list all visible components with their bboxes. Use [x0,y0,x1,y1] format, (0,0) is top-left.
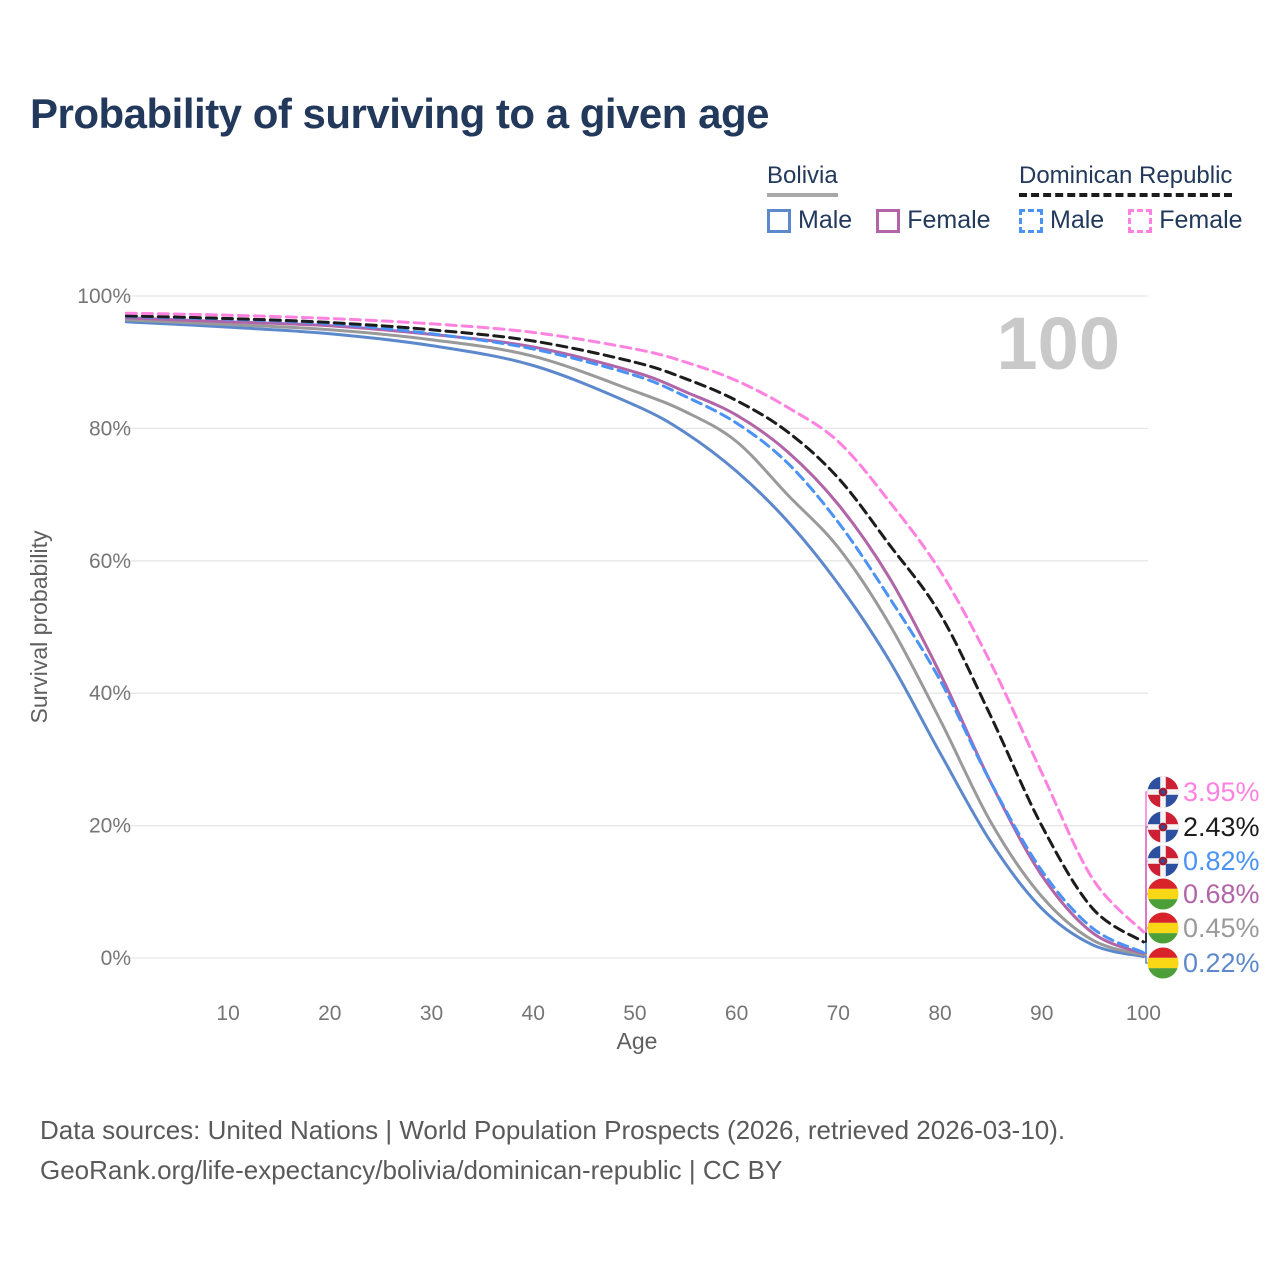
flag-stripe-red [1147,947,1179,958]
flag-stripe-yellow [1147,888,1179,900]
series-line-bolivia-male[interactable] [124,320,1145,958]
series-line-dominican-republic-female[interactable] [124,311,1145,934]
line-swatch-icon [1128,208,1153,233]
dominican-republic-flag-icon [1147,845,1179,877]
line-swatch-icon [1019,208,1043,233]
x-tick-label: 80 [928,1002,951,1025]
legend-item-bolivia-male[interactable]: Male [767,206,852,235]
y-tick-label: 60% [89,550,131,573]
y-tick-label: 40% [89,682,131,705]
end-value-label: 0.82% [1183,846,1260,876]
x-tick-label: 10 [216,1002,239,1025]
legend-group-title-dominican-republic: Dominican Republic [1019,162,1233,197]
y-tick-label: 80% [89,417,131,440]
y-tick-label: 100% [77,285,131,308]
flag-stripe-yellow [1147,957,1179,969]
series-line-bolivia-both-sexes[interactable] [124,318,1145,957]
x-tick-label: 60 [725,1002,748,1025]
footer-attribution: GeoRank.org/life-expectancy/bolivia/domi… [40,1155,783,1185]
x-tick-label: 40 [522,1002,545,1025]
end-value-label: 0.68% [1183,879,1260,909]
y-tick-label: 0% [101,947,131,970]
hover-age-watermark: 100 [997,302,1120,385]
series-line-dominican-republic-male[interactable] [124,315,1145,955]
flag-emblem-center [1160,824,1166,830]
end-value-label: 0.22% [1183,948,1260,978]
flag-stripe-red [1147,912,1179,923]
legend-group-title-bolivia: Bolivia [767,162,838,197]
label-connector [1143,860,1151,954]
legend-item-dr-male[interactable]: Male [1019,206,1104,235]
end-value-label: 2.43% [1183,812,1260,842]
x-axis-title: Age [617,1028,658,1054]
y-tick-label: 20% [89,815,131,838]
dominican-republic-flag-icon [1147,811,1179,843]
x-tick-label: 90 [1030,1002,1053,1025]
x-tick-label: 20 [318,1002,341,1025]
x-tick-label: 70 [827,1002,850,1025]
y-axis-title: Survival probability [26,530,52,724]
chart-title: Probability of surviving to a given age [30,90,769,137]
legend-group-bolivia: Bolivia Male Female [767,162,991,235]
legend-item-bolivia-female[interactable]: Female [876,206,991,235]
flag-emblem-center [1160,789,1166,795]
bolivia-flag-icon [1147,912,1179,944]
line-swatch-icon [876,208,901,233]
x-tick-label: 30 [420,1002,443,1025]
end-value-label: 0.45% [1183,913,1260,943]
line-swatch-icon [767,208,791,233]
series-line-dominican-republic-both-sexes[interactable] [124,314,1145,944]
dominican-republic-flag-icon [1147,776,1179,808]
x-tick-label: 100 [1126,1002,1161,1025]
bolivia-flag-icon [1147,947,1179,979]
flag-stripe-yellow [1147,922,1179,934]
legend-item-dr-female[interactable]: Female [1128,206,1243,235]
x-tick-label: 50 [623,1002,646,1025]
footer: Data sources: United Nations | World Pop… [40,1110,1065,1190]
legend-group-dominican-republic: Dominican Republic Male Female [1019,162,1243,235]
flag-stripe-green [1147,899,1179,910]
end-value-label: 3.95% [1183,777,1260,807]
bolivia-flag-icon [1147,878,1179,910]
footer-data-sources: Data sources: United Nations | World Pop… [40,1115,1066,1145]
series-line-bolivia-female[interactable] [124,316,1145,955]
flag-stripe-green [1147,933,1179,944]
flag-emblem-center [1160,858,1166,864]
flag-stripe-green [1147,968,1179,979]
flag-stripe-red [1147,878,1179,889]
